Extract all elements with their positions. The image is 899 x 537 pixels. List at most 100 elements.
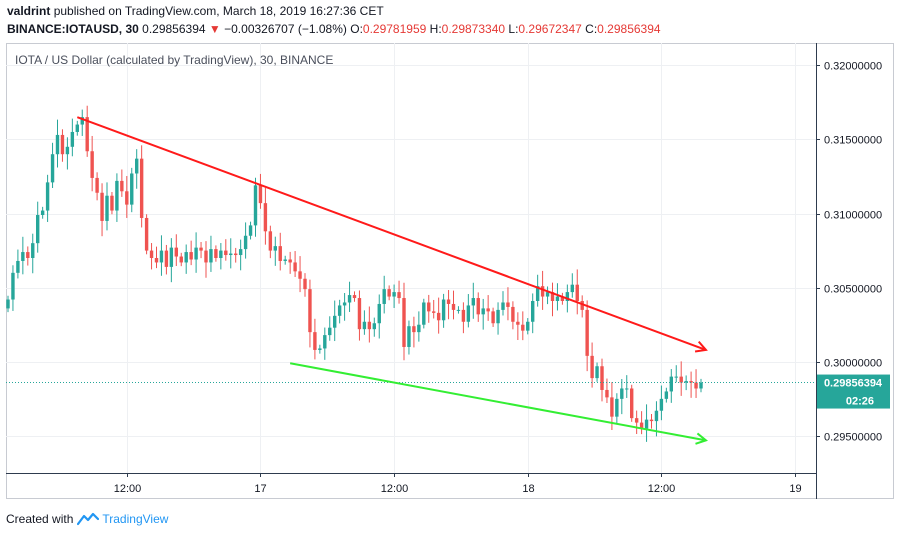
candle-body <box>125 191 129 205</box>
candle-body <box>644 419 649 429</box>
candle-body <box>115 180 119 211</box>
candle-body <box>545 292 550 297</box>
footer: Created with TradingView <box>6 512 168 526</box>
resistance-trendline[interactable] <box>76 116 707 351</box>
candle-body <box>540 286 545 297</box>
candle-body <box>293 262 297 272</box>
candle-body <box>491 311 495 324</box>
candle-body <box>347 295 352 303</box>
candle-body <box>26 252 30 258</box>
candle-body <box>194 247 198 260</box>
candle-body <box>100 192 104 221</box>
candle-body <box>610 397 614 417</box>
candle-body <box>451 303 456 310</box>
open-value: 0.29781959 <box>362 22 427 36</box>
candle-body <box>273 246 277 251</box>
author-name[interactable]: valdrint <box>7 4 51 18</box>
candle-body <box>506 302 510 307</box>
candle-body <box>164 250 169 267</box>
candle-body <box>456 309 461 311</box>
candle-body <box>258 185 263 204</box>
last-price-tag: 0.29856394 02:26 <box>817 374 890 409</box>
candle-body <box>135 158 139 174</box>
candle-body <box>501 302 505 310</box>
candle-body <box>422 302 426 325</box>
candle-body <box>436 312 441 321</box>
candle-body <box>580 301 584 310</box>
price-tick-label: 0.32000000 <box>824 61 882 73</box>
support-trendline[interactable] <box>289 362 707 442</box>
candle-body <box>476 298 480 315</box>
candle-body <box>605 389 609 398</box>
candle-body <box>75 124 79 132</box>
time-tick-label: 18 <box>522 483 534 495</box>
candle-body <box>600 366 604 390</box>
candle-body <box>575 284 579 301</box>
candle-body <box>689 381 693 383</box>
price-tick-label: 0.29500000 <box>824 432 882 444</box>
candle-body <box>263 203 268 232</box>
price-axis[interactable]: 0.32000000 0.31500000 0.31000000 0.30500000… <box>816 61 882 444</box>
candles <box>6 105 816 442</box>
candle-body <box>85 117 89 152</box>
candle-body <box>521 324 525 331</box>
candle-body <box>382 289 386 304</box>
candle-body <box>238 249 243 256</box>
candle-body <box>184 252 188 263</box>
candle-body <box>11 272 15 300</box>
candle-body <box>397 292 401 299</box>
candle-body <box>412 326 416 333</box>
publish-line: valdrint published on TradingView.com, M… <box>7 4 384 18</box>
candle-body <box>159 250 164 263</box>
candle-body <box>516 321 520 325</box>
candle-body <box>625 388 629 390</box>
candle-body <box>243 235 248 250</box>
candle-body <box>40 210 45 215</box>
candle-body <box>229 253 233 256</box>
candle-body <box>357 298 362 330</box>
candle-body <box>110 195 114 211</box>
candle-body <box>615 398 619 417</box>
open-label: O: <box>350 22 363 36</box>
candle-body <box>288 259 292 263</box>
candle-body <box>560 296 565 301</box>
candle-body <box>352 295 357 299</box>
high-value: 0.29873340 <box>441 22 506 36</box>
candle-body <box>466 305 471 322</box>
candle-body <box>570 284 574 293</box>
candle-body <box>511 306 515 322</box>
high-label: H: <box>429 22 442 36</box>
candle-body <box>585 309 589 356</box>
candle-body <box>90 151 94 178</box>
candle-body <box>481 308 485 315</box>
candle-body <box>595 366 599 379</box>
candle-body <box>486 308 490 312</box>
time-axis[interactable]: 12:00 17 12:00 18 12:00 19 <box>114 473 802 495</box>
low-value: 0.29672347 <box>518 22 582 36</box>
candle-body <box>377 303 381 324</box>
published-text: published on TradingView.com, March 18, … <box>53 4 384 18</box>
symbol-label: BINANCE:IOTAUSD, 30 <box>7 22 139 36</box>
candle-body <box>446 299 451 304</box>
candle-body <box>417 324 421 333</box>
chart-area[interactable]: 0.32000000 0.31500000 0.31000000 0.30500000… <box>6 43 894 499</box>
candle-body <box>169 247 174 267</box>
chart-title: IOTA / US Dollar (calculated by TradingV… <box>15 53 333 67</box>
candle-body <box>179 256 183 263</box>
candle-body <box>402 298 406 347</box>
candle-body <box>154 258 159 263</box>
candle-body <box>144 217 149 251</box>
price-chart[interactable]: 0.32000000 0.31500000 0.31000000 0.30500000… <box>6 43 894 499</box>
candle-body <box>634 418 639 423</box>
candle-body <box>268 231 273 251</box>
tradingview-link[interactable]: TradingView <box>102 512 169 526</box>
ohlc-line: BINANCE:IOTAUSD, 30 0.29856394 ▼ −0.0032… <box>7 22 661 36</box>
candle-body <box>298 271 302 279</box>
candle-body <box>342 302 347 306</box>
candle-body <box>526 321 530 331</box>
candle-body <box>70 131 75 147</box>
resistance-trendline-arrowhead <box>694 340 708 353</box>
candle-body <box>65 146 70 155</box>
candle-body <box>60 134 65 155</box>
tradingview-logo-icon[interactable] <box>77 512 100 526</box>
